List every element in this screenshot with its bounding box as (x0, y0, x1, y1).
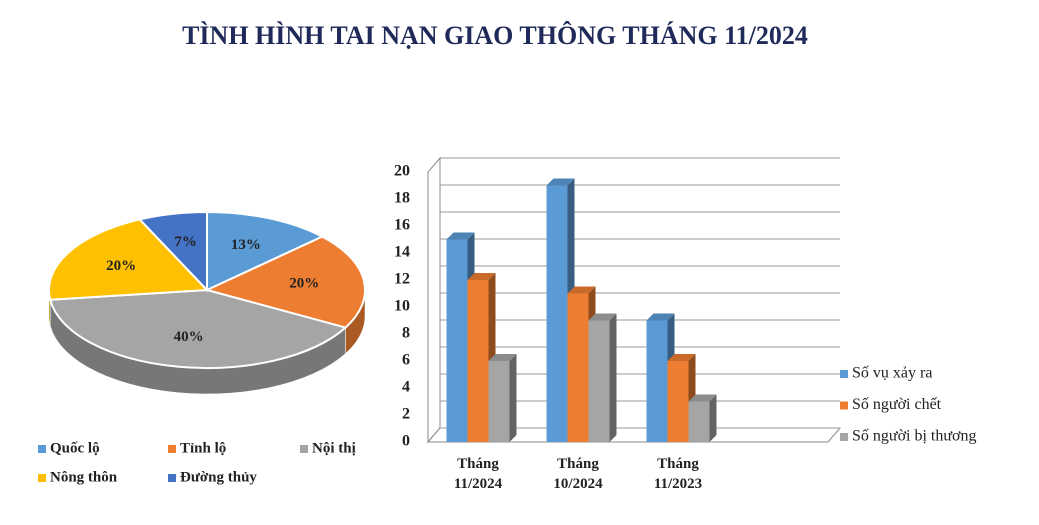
bar-top (646, 313, 675, 321)
legend-label: Số người chết (852, 396, 942, 413)
y-tick-label: 18 (394, 190, 410, 207)
legend-label: Số vụ xảy ra (852, 365, 932, 382)
bar-top (467, 273, 496, 280)
data-label: 20% (106, 258, 136, 274)
x-tick-label: Tháng 11/2023 (653, 456, 703, 492)
data-label: 40% (174, 329, 204, 345)
legend-label: Nông thôn (50, 469, 118, 485)
back-wall (427, 156, 441, 444)
y-tick-label: 6 (402, 352, 410, 369)
pie-slice (204, 235, 366, 329)
bar-top (546, 178, 575, 186)
pie-slice (48, 288, 348, 369)
bar-front (546, 185, 568, 442)
legend-swatch (38, 445, 46, 453)
legend-label: Quốc lộ (50, 440, 100, 456)
pie-slice (137, 210, 208, 293)
legend-label: Tỉnh lộ (180, 440, 226, 456)
bar-front (688, 401, 710, 442)
y-tick-label: 14 (394, 244, 410, 261)
bar (588, 313, 617, 442)
bar (688, 394, 717, 442)
data-label: 20% (289, 275, 319, 291)
chart-title: TÌNH HÌNH TAI NẠN GIAO THÔNG THÁNG 11/20… (182, 21, 808, 50)
bar-side (709, 394, 717, 442)
y-tick-label: 8 (402, 325, 410, 342)
legend-swatch (168, 445, 176, 453)
bar-front (646, 320, 668, 442)
y-tick-label: 20 (394, 163, 410, 180)
bar-top (446, 232, 475, 240)
y-tick-label: 12 (394, 271, 410, 288)
bar-top (588, 313, 617, 321)
legend-swatch (300, 445, 308, 453)
bar-side (509, 354, 517, 442)
bar-top (688, 394, 717, 402)
bar-front (488, 361, 510, 442)
data-label: 13% (231, 237, 261, 253)
pie-slice (206, 210, 325, 292)
y-tick-label: 4 (402, 379, 410, 396)
legend-label: Đường thủy (180, 469, 257, 485)
legend-swatch (840, 370, 848, 378)
bar-top (667, 354, 696, 361)
y-tick-label: 10 (394, 298, 410, 315)
bar-front (588, 320, 610, 442)
legend-swatch (168, 474, 176, 482)
legend-label: Nội thị (312, 440, 356, 456)
legend-swatch (38, 474, 46, 482)
bar-top (488, 354, 517, 361)
pie-slice (48, 218, 210, 301)
x-tick-label: Tháng 10/2024 (553, 456, 603, 492)
legend-label: Số người bị thương (852, 428, 977, 445)
bar-front (467, 280, 489, 442)
x-tick-label: Tháng 11/2024 (453, 456, 503, 492)
y-tick-label: 2 (402, 406, 410, 423)
bar-top (567, 286, 596, 294)
data-label: 7% (174, 234, 197, 250)
y-tick-label: 16 (394, 217, 410, 234)
bar-side (609, 313, 617, 442)
bar (488, 354, 517, 442)
y-tick-label: 0 (402, 433, 410, 450)
bar-front (567, 293, 589, 442)
bar-front (446, 239, 468, 442)
bar-front (667, 361, 689, 442)
legend-swatch (840, 401, 848, 410)
legend-swatch (840, 433, 848, 441)
